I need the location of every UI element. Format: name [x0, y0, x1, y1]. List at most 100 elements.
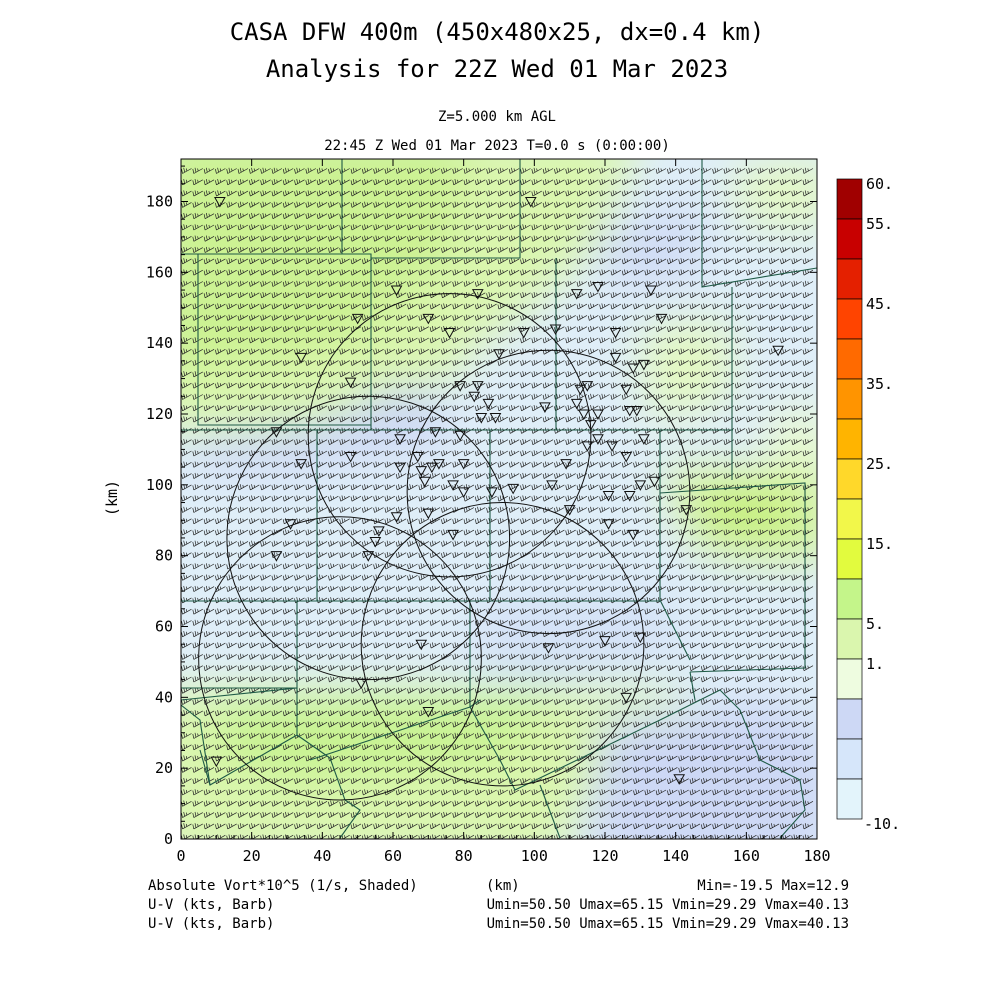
county-line-2: [197, 254, 371, 426]
colorbar-label: 55.: [866, 215, 893, 233]
station-marker: [655, 313, 668, 325]
station-marker: [645, 285, 657, 297]
colorbar-swatch: [836, 738, 863, 780]
station-marker: [634, 480, 647, 491]
y-tick-label: 80: [155, 547, 173, 565]
station-marker: [560, 459, 572, 470]
station-marker: [581, 441, 594, 452]
station-marker: [418, 476, 431, 488]
station-marker: [602, 519, 615, 530]
county-line-4: [701, 159, 817, 480]
colorbar-swatch: [836, 338, 863, 380]
station-marker: [648, 476, 661, 488]
county-line-3: [371, 159, 557, 430]
station-marker: [411, 452, 424, 463]
colorbar-swatch: [836, 218, 863, 260]
radar-range-ring: [226, 395, 511, 681]
shading-east-max: [700, 490, 790, 540]
chart-title: CASA DFW 400m (450x480x25, dx=0.4 km): [230, 18, 765, 46]
station-marker: [630, 405, 643, 417]
station-marker: [270, 551, 283, 562]
station-marker: [623, 405, 636, 417]
plot-area: 0 20 40 60 80 100 120 140 160 180 0 20 40 60 80 100 120 1…: [103, 158, 831, 865]
station-marker: [634, 632, 647, 644]
colorbar-swatch: [836, 418, 863, 460]
county-line-1: [181, 159, 372, 430]
station-marker: [517, 328, 530, 339]
x-axis-unit: (km): [486, 878, 520, 894]
station-marker: [489, 413, 502, 424]
station-marker: [415, 466, 428, 477]
station-marker: [486, 487, 498, 498]
colorbar-label: 1.: [866, 655, 884, 673]
station-marker: [433, 459, 445, 470]
wind-barbs: [181, 167, 814, 839]
station-marker: [585, 420, 597, 431]
station-marker: [447, 529, 459, 541]
y-tick-label: 20: [155, 759, 173, 777]
county-line-9: [309, 689, 806, 839]
axes: 0 20 40 60 80 100 120 140 160 180 0 20 40 60 80 100 120 1…: [146, 159, 831, 865]
colorbar-label: 60.: [866, 175, 893, 193]
station-marker: [599, 636, 611, 647]
y-tick-label: 40: [155, 688, 173, 706]
station-marker: [673, 774, 686, 785]
station-marker: [390, 285, 403, 297]
station-marker: [447, 480, 459, 491]
station-marker: [563, 505, 576, 516]
station-marker: [355, 678, 368, 690]
field-label: Absolute Vort*10^5 (1/s, Shaded): [148, 878, 418, 894]
station-marker: [443, 328, 456, 339]
station-marker: [457, 459, 470, 470]
station-marker: [214, 197, 226, 208]
barb-stats-1: Umin=50.50 Umax=65.15 Vmin=29.29 Vmax=40…: [487, 897, 849, 913]
station-marker: [570, 398, 583, 410]
radar-range-ring: [198, 516, 482, 801]
station-markers: [210, 197, 784, 785]
colorbar-label: 45.: [866, 295, 893, 313]
y-tick-label: 120: [146, 405, 173, 423]
station-marker: [429, 427, 442, 438]
station-marker: [609, 328, 622, 339]
barb-stats-2: Umin=50.50 Umax=65.15 Vmin=29.29 Vmax=40…: [487, 916, 849, 932]
x-tick-label: 180: [803, 847, 830, 865]
x-tick-label: 40: [313, 847, 331, 865]
colorbar-label: 5.: [866, 615, 884, 633]
colorbar-swatch: [836, 378, 863, 420]
station-marker: [351, 313, 364, 325]
station-marker: [546, 480, 558, 491]
station-marker: [592, 409, 604, 421]
station-marker: [270, 427, 283, 438]
colorbar-swatch: [836, 538, 863, 580]
station-marker: [468, 391, 481, 403]
shading-far-northeast-green: [730, 161, 817, 229]
min-max-label: Min=-19.5 Max=12.9: [697, 878, 849, 894]
valid-time-label: 22:45 Z Wed 01 Mar 2023 T=0.0 s (0:00:00…: [324, 138, 670, 154]
x-tick-label: 140: [662, 847, 689, 865]
barb-label-2: U-V (kts, Barb): [148, 916, 274, 932]
y-tick-label: 0: [164, 830, 173, 848]
station-marker: [482, 398, 495, 410]
station-marker: [680, 505, 693, 516]
station-marker: [620, 384, 633, 396]
x-tick-label: 0: [176, 847, 185, 865]
station-marker: [344, 452, 357, 463]
station-marker: [620, 692, 633, 704]
station-marker: [344, 377, 357, 389]
x-tick-label: 60: [384, 847, 402, 865]
colorbar-swatch: [836, 498, 863, 540]
x-tick-label: 120: [591, 847, 618, 865]
shading-northwest-green: [181, 159, 466, 376]
station-marker: [638, 434, 650, 445]
colorbar-swatch: [836, 698, 863, 740]
colorbar-swatch: [836, 778, 863, 820]
y-axis-label: (km): [103, 480, 121, 516]
station-marker: [493, 349, 505, 360]
level-label: Z=5.000 km AGL: [438, 109, 556, 125]
colorbar-swatch: [836, 178, 863, 220]
station-marker: [471, 289, 484, 300]
station-marker: [524, 197, 537, 208]
station-marker: [295, 352, 307, 364]
station-marker: [581, 381, 594, 392]
x-tick-label: 100: [521, 847, 548, 865]
